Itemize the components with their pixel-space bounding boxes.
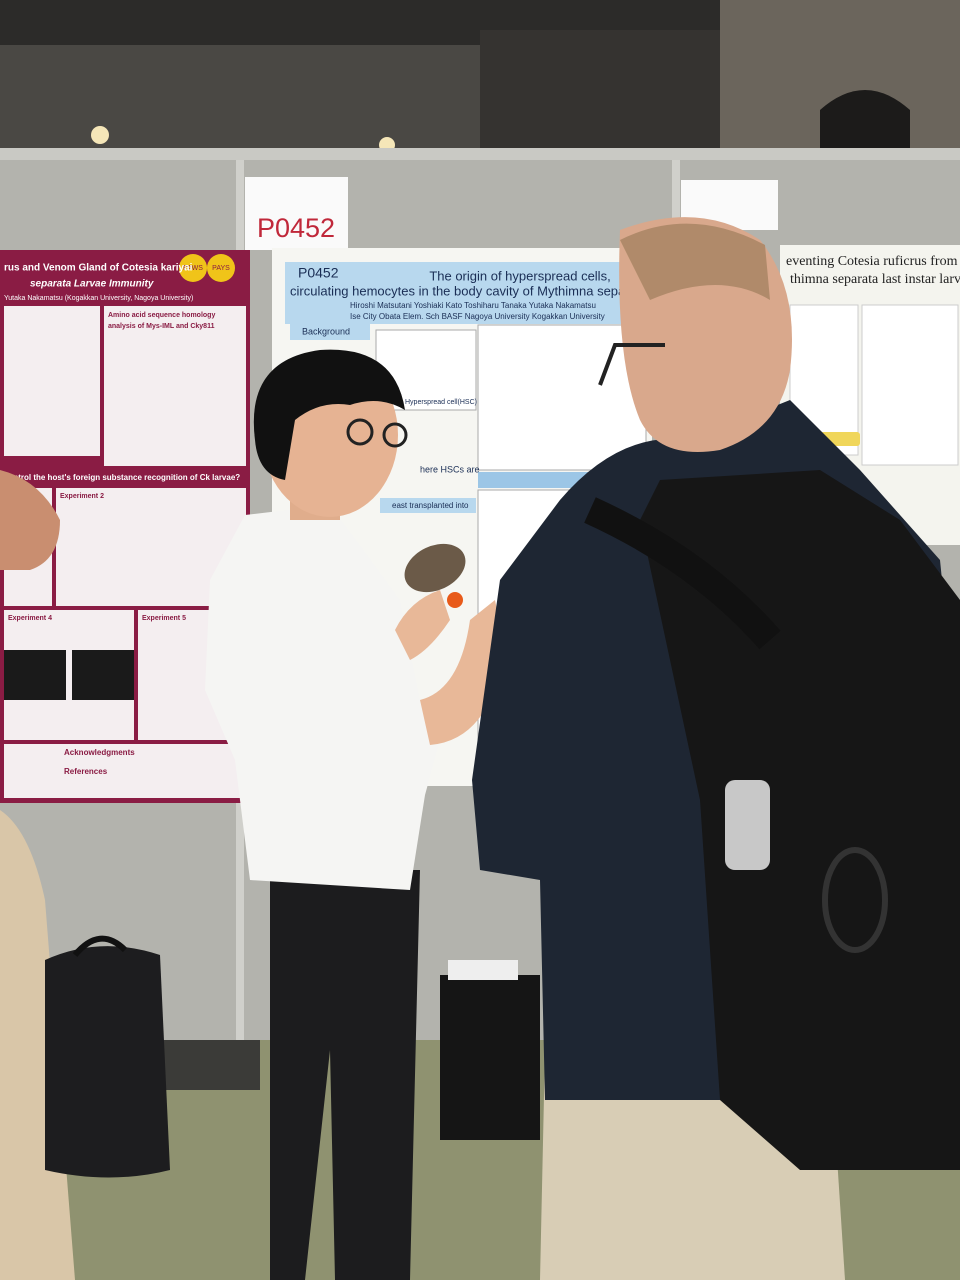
title-box [285,262,647,324]
sign [245,177,348,250]
table [861,304,959,466]
section-title: Experiment 2 [60,493,104,500]
sign-number: P0452 [257,213,335,243]
badge [207,254,235,282]
poster-id: P0452 [298,265,339,281]
section-title: Background [302,326,350,336]
trousers [270,870,420,1280]
section-title: Amino acid sequence homology [108,312,215,319]
larva-model [404,543,466,593]
micrograph [4,650,66,700]
badge [179,254,207,282]
bag [45,946,170,1178]
glasses [346,418,374,446]
balcony [480,30,720,150]
hair [620,223,770,300]
section-title: Hyperspread cell(HSC) [405,399,477,406]
section-tab [290,324,370,340]
band [0,470,250,486]
hand [395,590,450,660]
board-base [160,1040,260,1090]
poster-authors: Hiroshi Matsutani Yoshiaki Kato Toshihar… [350,301,596,310]
poster-title: separata Larvae Immunity [30,279,154,290]
section-title: Experiment 5 [142,615,186,622]
arch-window [820,90,910,160]
bottle [725,780,770,870]
section-title: analysis of Mys-IML and Cky811 [108,323,215,330]
poster-title: The origin of hyperspread cells, [429,268,610,283]
panel [4,744,246,798]
box [440,975,540,1140]
section-title: Acknowledgments [64,748,135,757]
micrograph [72,650,134,700]
section-title: here HSCs are [420,464,480,474]
section-title: References [64,767,108,776]
poster-affiliations: Ise City Obata Elem. Sch BASF Nagoya Uni… [350,312,605,321]
bag-handle [72,935,128,957]
backpack [640,470,960,1170]
arm [0,470,60,570]
strap [584,497,781,650]
model-part [447,592,463,608]
glasses [382,422,408,448]
panel [477,324,647,471]
paper [448,960,518,980]
panel [104,306,246,466]
hair [253,349,405,480]
glasses [598,343,665,386]
light [91,126,109,144]
shirt [205,505,440,890]
section-title: east transplanted into [392,501,469,510]
section-title: control the host's foreign substance rec… [4,473,240,482]
poster-authors: Yutaka Nakamatsu (Kogakkan University, N… [4,295,193,302]
poster-title: rus and Venom Gland of Cotesia kariyai [4,263,193,274]
band [380,498,476,513]
carabiner [822,847,888,953]
board-frame [0,148,960,160]
poster-title: circulating hemocytes in the body cavity… [290,283,626,298]
poster-title: thimna separata last instar larvu [790,272,960,287]
panel [4,306,100,456]
poster-title: eventing Cotesia ruficrus from pa [786,254,960,269]
section-title: Experiment 4 [8,615,52,622]
badge-label: PAWS [183,265,203,272]
badge-label: PAYS [212,265,230,272]
